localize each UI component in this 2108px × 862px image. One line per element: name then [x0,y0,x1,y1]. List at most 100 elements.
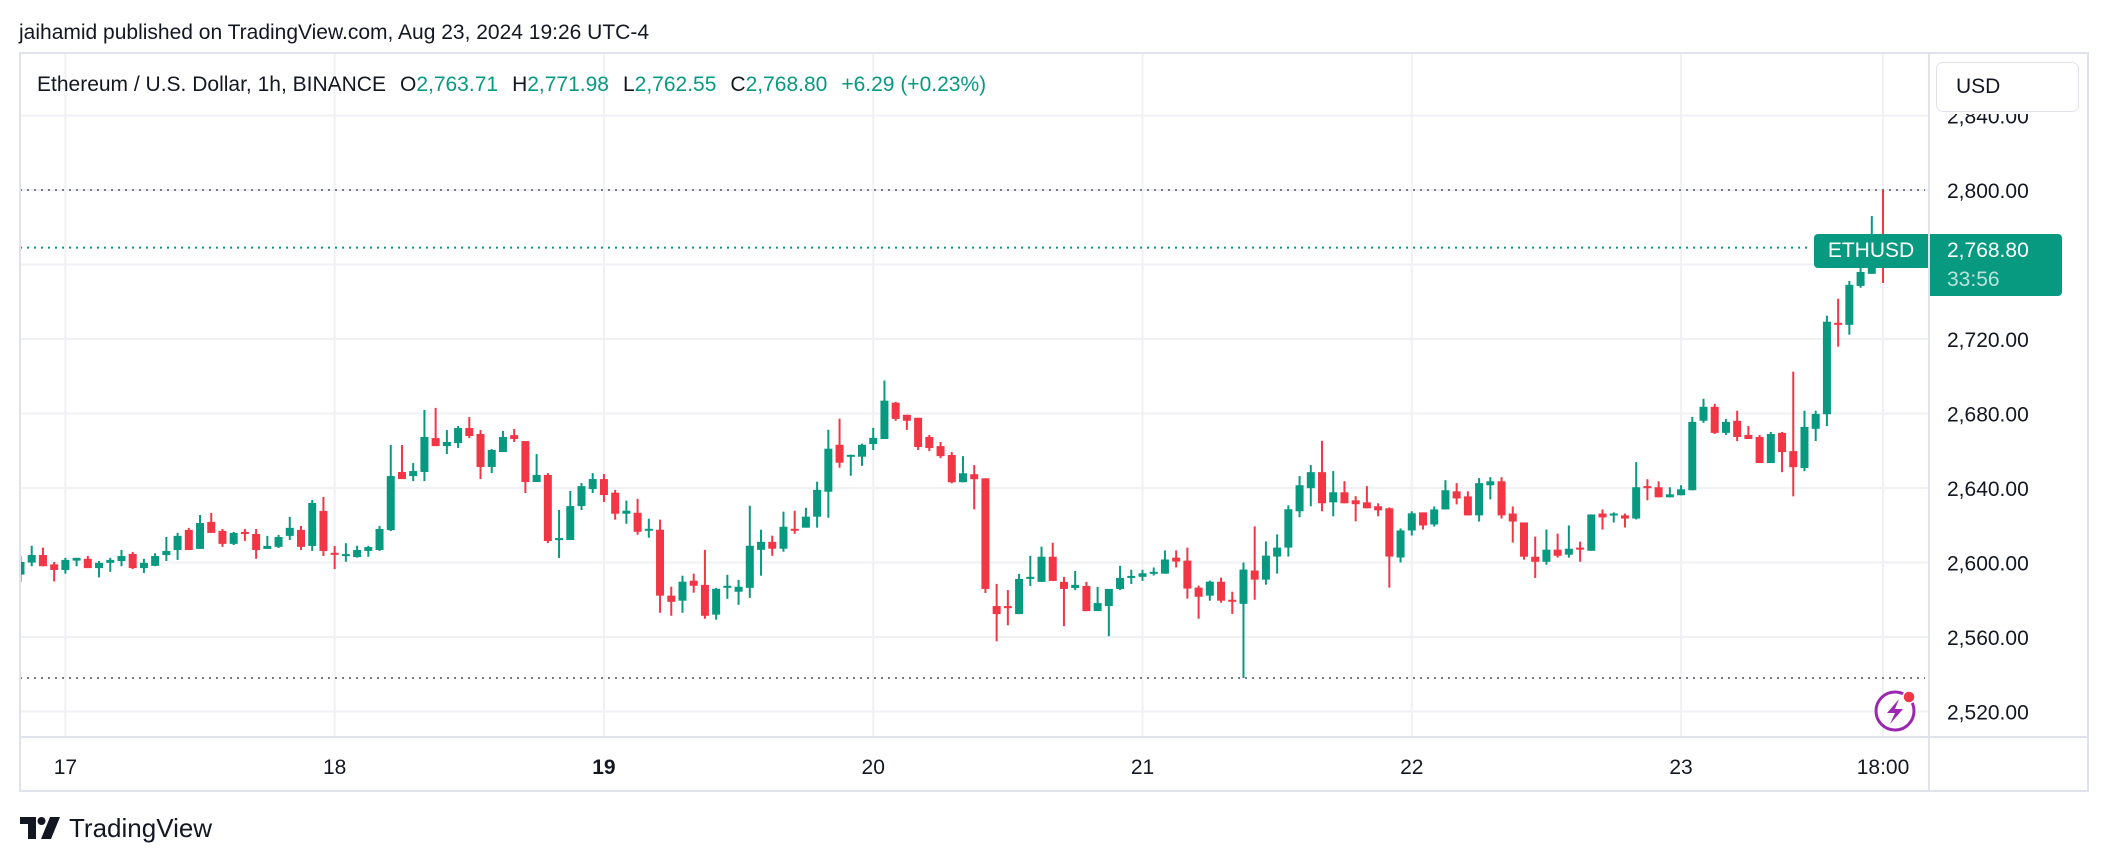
candle-up [454,425,463,448]
candle-up [1475,478,1484,522]
candle-body [1385,508,1394,557]
candle-body [1205,581,1214,596]
price-label: 2,800.00 [1947,180,2029,203]
candle-body [678,581,687,601]
candle-body [521,441,530,483]
candle-body [588,479,597,490]
last-price-tag: 2,768.80 33:56 [1930,234,2062,296]
candle-body [285,527,294,536]
candle-down [330,545,339,570]
candle-up [1093,586,1102,612]
candle-down [790,510,799,534]
candle-up [72,557,81,567]
candle-body [1048,556,1057,581]
candle-up [1127,569,1136,584]
candle-down [1059,576,1068,627]
candle-body [1486,481,1495,486]
bar-countdown: 33:56 [1947,268,2000,291]
candle-up [1587,514,1596,551]
candle-body [1059,581,1068,589]
candle-body [1407,513,1416,531]
candle-up [308,499,317,551]
pane-frame [19,52,2089,792]
candle-body [925,436,934,448]
candle-body [207,521,216,533]
candle-up [1071,570,1080,591]
low-value: 2,762.55 [634,73,717,96]
candle-up [1486,477,1495,500]
high-value: 2,771.98 [527,73,609,96]
candle-body [1598,513,1607,518]
price-label: 2,680.00 [1947,404,2029,427]
candle-down [128,551,137,570]
candle-body [442,441,451,447]
candle-up [1037,546,1046,582]
candle-body [1542,549,1551,562]
candle-down [1385,507,1394,588]
candle-body [240,531,249,534]
candle-down [689,573,698,593]
reference-lines [21,189,1925,679]
candle-body [1643,486,1652,489]
candle-down [240,528,249,541]
candle-body [353,550,362,558]
candle-down [981,478,990,594]
candle-body [633,512,642,532]
candle-down [1643,479,1652,501]
close-value: 2,768.80 [745,73,828,96]
candle-body [1576,547,1585,550]
candle-up [95,561,104,578]
candle-body [1721,421,1730,433]
candle-up [442,430,451,455]
candle-down [1228,591,1237,614]
candle-down [1733,410,1742,442]
candle-up [1138,569,1147,581]
candle-body [218,530,227,544]
candle-body [252,534,261,551]
candle-body [1037,556,1046,582]
currency-button[interactable]: USD [1936,62,2079,112]
candle-body [1789,451,1798,468]
candle-down [1576,541,1585,562]
candle-body [801,516,810,528]
candle-down [1452,483,1461,505]
candle-down [1519,522,1528,560]
candle-body [476,433,485,467]
time-axis[interactable]: 17 18 19 20 21 22 23 18:00 [54,756,1910,779]
candle-body [835,444,844,463]
candle-body [319,510,328,551]
candle-up [1261,541,1270,585]
candle-body [1160,559,1169,574]
candle-down [1362,486,1371,509]
candle-body [1497,481,1506,516]
candle-body [790,528,799,531]
candle-up [1800,410,1809,472]
candle-body [824,448,833,492]
candle-up [588,473,597,494]
candle-up [1441,480,1450,510]
candle-body [1699,406,1708,421]
candle-up [21,555,25,582]
candle-up [813,481,822,528]
candle-up [1026,555,1035,586]
candles [21,190,1888,678]
candle-body [498,436,507,453]
candle-down [1217,577,1226,603]
candle-body [72,557,81,561]
candle-body [577,486,586,507]
candle-up [1721,418,1730,435]
candle-down [633,498,642,535]
candle-up [498,431,507,453]
symbol-title[interactable]: Ethereum / U.S. Dollar, 1h, BINANCE [37,73,386,96]
tradingview-brand[interactable]: TradingView [20,812,212,844]
candle-up [1688,416,1697,491]
candle-body [1250,570,1259,580]
candle-up [409,463,418,482]
candle-body [1194,587,1203,597]
price-axis[interactable]: 2,840.002,800.002,720.002,680.002,640.00… [1947,106,2029,725]
candle-body [1149,571,1158,574]
candle-body [1766,433,1775,464]
lightning-alert-icon[interactable] [1874,690,1916,732]
candle-body [1463,496,1472,516]
